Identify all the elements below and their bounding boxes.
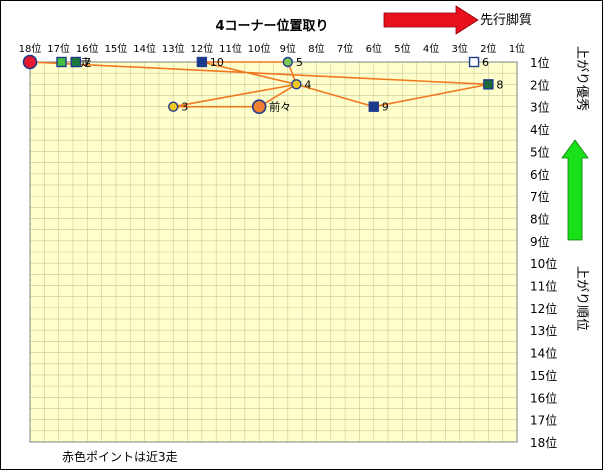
position-path-line — [29, 61, 489, 108]
data-point — [368, 101, 379, 112]
y-tick-label: 17位 — [530, 413, 557, 428]
x-tick-label: 17位 — [47, 42, 70, 55]
data-point — [468, 56, 480, 68]
x-tick-label: 9位 — [280, 42, 296, 55]
x-tick-label: 6位 — [366, 42, 382, 55]
x-tick-label: 3位 — [452, 42, 468, 55]
chart-title: 4コーナー位置取り — [215, 18, 328, 34]
x-tick-label: 8位 — [308, 42, 324, 55]
x-tick-label: 11位 — [219, 42, 242, 55]
data-point-label: 7 — [84, 56, 91, 69]
right-arrow-icon — [383, 5, 479, 35]
x-tick-label: 5位 — [394, 42, 410, 55]
data-points: 前走71056483前々9 — [22, 54, 503, 115]
y-tick-label: 6位 — [530, 167, 550, 182]
data-point-label: 4 — [304, 78, 311, 91]
y-tick-label: 7位 — [530, 189, 550, 204]
data-point-label: 3 — [181, 101, 188, 114]
y-tick-label: 9位 — [530, 234, 550, 249]
y-tick-label: 15位 — [530, 368, 557, 383]
data-point-label: 8 — [496, 78, 503, 91]
x-tick-label: 13位 — [162, 42, 185, 55]
data-point — [483, 79, 494, 90]
data-point-label: 10 — [210, 56, 224, 69]
y-axis-ticks: 1位 2位 3位 4位 5位 6位 7位 8位 9位 10位 11位 12位 13位 14位 15位 16位 1… — [530, 55, 557, 450]
data-point — [168, 101, 179, 112]
data-point — [22, 54, 38, 70]
front-arrow-group: 先行脚質 — [383, 5, 532, 35]
front-label: 先行脚質 — [480, 12, 532, 28]
x-tick-label: 1位 — [509, 42, 525, 55]
x-tick-label: 10位 — [248, 42, 271, 55]
footnote: 赤色ポイントは近3走 — [62, 450, 178, 464]
y-tick-label: 10位 — [530, 256, 557, 271]
data-point-label: 9 — [382, 101, 389, 114]
y-tick-label: 4位 — [530, 122, 550, 137]
x-tick-label: 15位 — [105, 42, 128, 55]
x-tick-label: 12位 — [191, 42, 214, 55]
y-tick-label: 16位 — [530, 390, 557, 405]
y-tick-label: 3位 — [530, 100, 550, 115]
y-tick-label: 18位 — [530, 435, 557, 450]
x-tick-label: 14位 — [133, 42, 156, 55]
data-point — [291, 79, 302, 90]
y-tick-label: 8位 — [530, 211, 550, 226]
y-tick-label: 1位 — [530, 55, 550, 70]
y-tick-label: 5位 — [530, 144, 550, 159]
data-point — [56, 56, 67, 68]
data-point — [282, 56, 294, 68]
grid-lines — [30, 62, 517, 442]
data-point — [70, 56, 82, 68]
y-tick-label: 13位 — [530, 323, 557, 338]
x-tick-label: 7位 — [337, 42, 353, 55]
x-tick-label: 16位 — [76, 42, 99, 55]
y-tick-label: 14位 — [530, 346, 557, 361]
y-tick-label: 2位 — [530, 77, 550, 92]
data-point — [196, 56, 208, 68]
data-point-label: 6 — [482, 56, 489, 69]
data-point-label: 前々 — [269, 100, 291, 114]
x-tick-label: 2位 — [480, 42, 496, 55]
y-tick-label: 12位 — [530, 301, 557, 316]
data-point — [251, 99, 267, 115]
x-axis-ticks: 18位 17位 16位 15位 14位 13位 12位 11位 10位 9位 8位 7位 6位 5位 4位 3… — [19, 42, 526, 55]
right-top-label: 上がり優秀 — [574, 46, 589, 111]
y-tick-label: 11位 — [530, 279, 557, 294]
x-tick-label: 4位 — [423, 42, 439, 55]
right-bottom-label: 上がり順位 — [574, 266, 589, 331]
data-point-label: 5 — [296, 56, 303, 69]
up-arrow-icon — [561, 139, 589, 241]
x-tick-label: 18位 — [19, 42, 42, 55]
